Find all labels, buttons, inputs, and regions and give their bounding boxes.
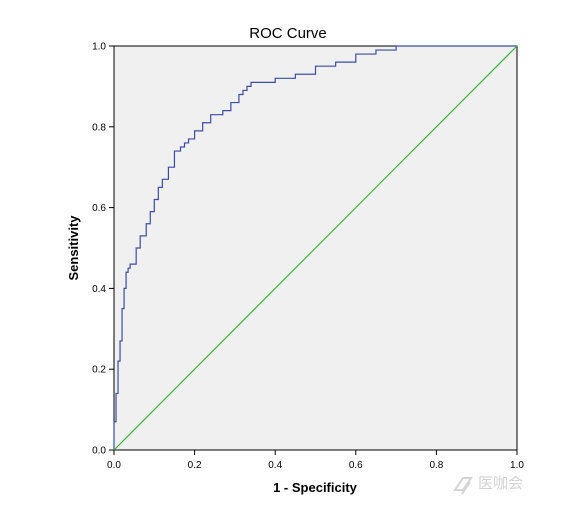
x-tick-label: 1.0 [510, 460, 524, 471]
x-tick-label: 0.0 [107, 460, 121, 471]
x-tick-label: 0.4 [268, 460, 282, 471]
y-tick-label: 0.2 [92, 365, 106, 376]
watermark-text: 医咖会 [478, 474, 523, 492]
y-tick-label: 0.0 [92, 446, 106, 457]
y-tick-label: 0.8 [92, 122, 106, 133]
x-axis-label: 1 - Specificity [273, 480, 358, 495]
roc-curve-line [113, 45, 517, 450]
y-tick-label: 1.0 [92, 42, 106, 53]
x-axis: 0.0 0.2 0.4 0.6 0.8 1.0 [107, 450, 524, 471]
watermark: 医咖会 [453, 474, 523, 495]
x-tick-label: 0.8 [429, 460, 443, 471]
x-tick-label: 0.6 [349, 460, 363, 471]
y-axis: 0.0 0.2 0.4 0.6 0.8 1.0 [92, 42, 114, 457]
chart-title: ROC Curve [249, 25, 327, 42]
reference-diagonal-line [113, 45, 518, 451]
y-tick-label: 0.6 [92, 203, 106, 214]
y-axis-label: Sensitivity [66, 215, 81, 281]
y-tick-label: 0.4 [92, 284, 106, 295]
watermark-logo-icon [453, 477, 473, 495]
x-tick-label: 0.2 [188, 460, 202, 471]
series-layer [113, 45, 518, 451]
